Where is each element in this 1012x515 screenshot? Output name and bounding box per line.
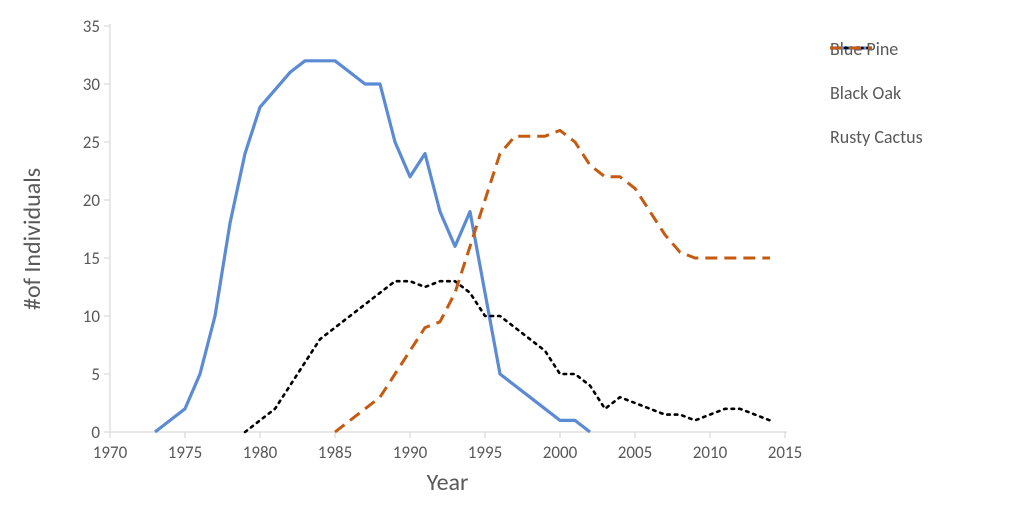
x-tick-label: 2005 — [605, 442, 665, 463]
x-tick-label: 1990 — [380, 442, 440, 463]
y-tick-label: 5 — [60, 364, 100, 385]
y-axis-title-text: #of Individuals — [18, 168, 47, 310]
y-tick-label: 20 — [60, 190, 100, 211]
y-tick-label: 30 — [60, 74, 100, 95]
legend: Blue PineBlack OakRusty Cactus — [830, 38, 923, 170]
x-tick-label: 2000 — [530, 442, 590, 463]
y-tick-label: 35 — [60, 16, 100, 37]
y-tick-label: 25 — [60, 132, 100, 153]
x-tick-label: 1995 — [455, 442, 515, 463]
x-axis-title-text: Year — [427, 468, 469, 497]
x-tick-label: 1980 — [230, 442, 290, 463]
x-tick-label: 1970 — [80, 442, 140, 463]
legend-item: Black Oak — [830, 82, 923, 104]
legend-label: Black Oak — [830, 82, 901, 104]
x-tick-label: 2015 — [755, 442, 815, 463]
series-line-1 — [245, 281, 770, 432]
y-tick-label: 15 — [60, 248, 100, 269]
x-tick-label: 1985 — [305, 442, 365, 463]
y-tick-label: 10 — [60, 306, 100, 327]
legend-item: Rusty Cactus — [830, 126, 923, 148]
legend-label: Rusty Cactus — [830, 126, 923, 148]
x-tick-label: 2010 — [680, 442, 740, 463]
legend-swatch — [830, 38, 872, 58]
y-tick-label: 0 — [60, 422, 100, 443]
x-tick-label: 1975 — [155, 442, 215, 463]
x-axis-title: Year — [0, 468, 895, 497]
y-axis-title: #of Individuals — [18, 168, 47, 310]
line-chart: #of Individuals Year Blue PineBlack OakR… — [0, 0, 1012, 515]
series-line-0 — [155, 61, 590, 432]
